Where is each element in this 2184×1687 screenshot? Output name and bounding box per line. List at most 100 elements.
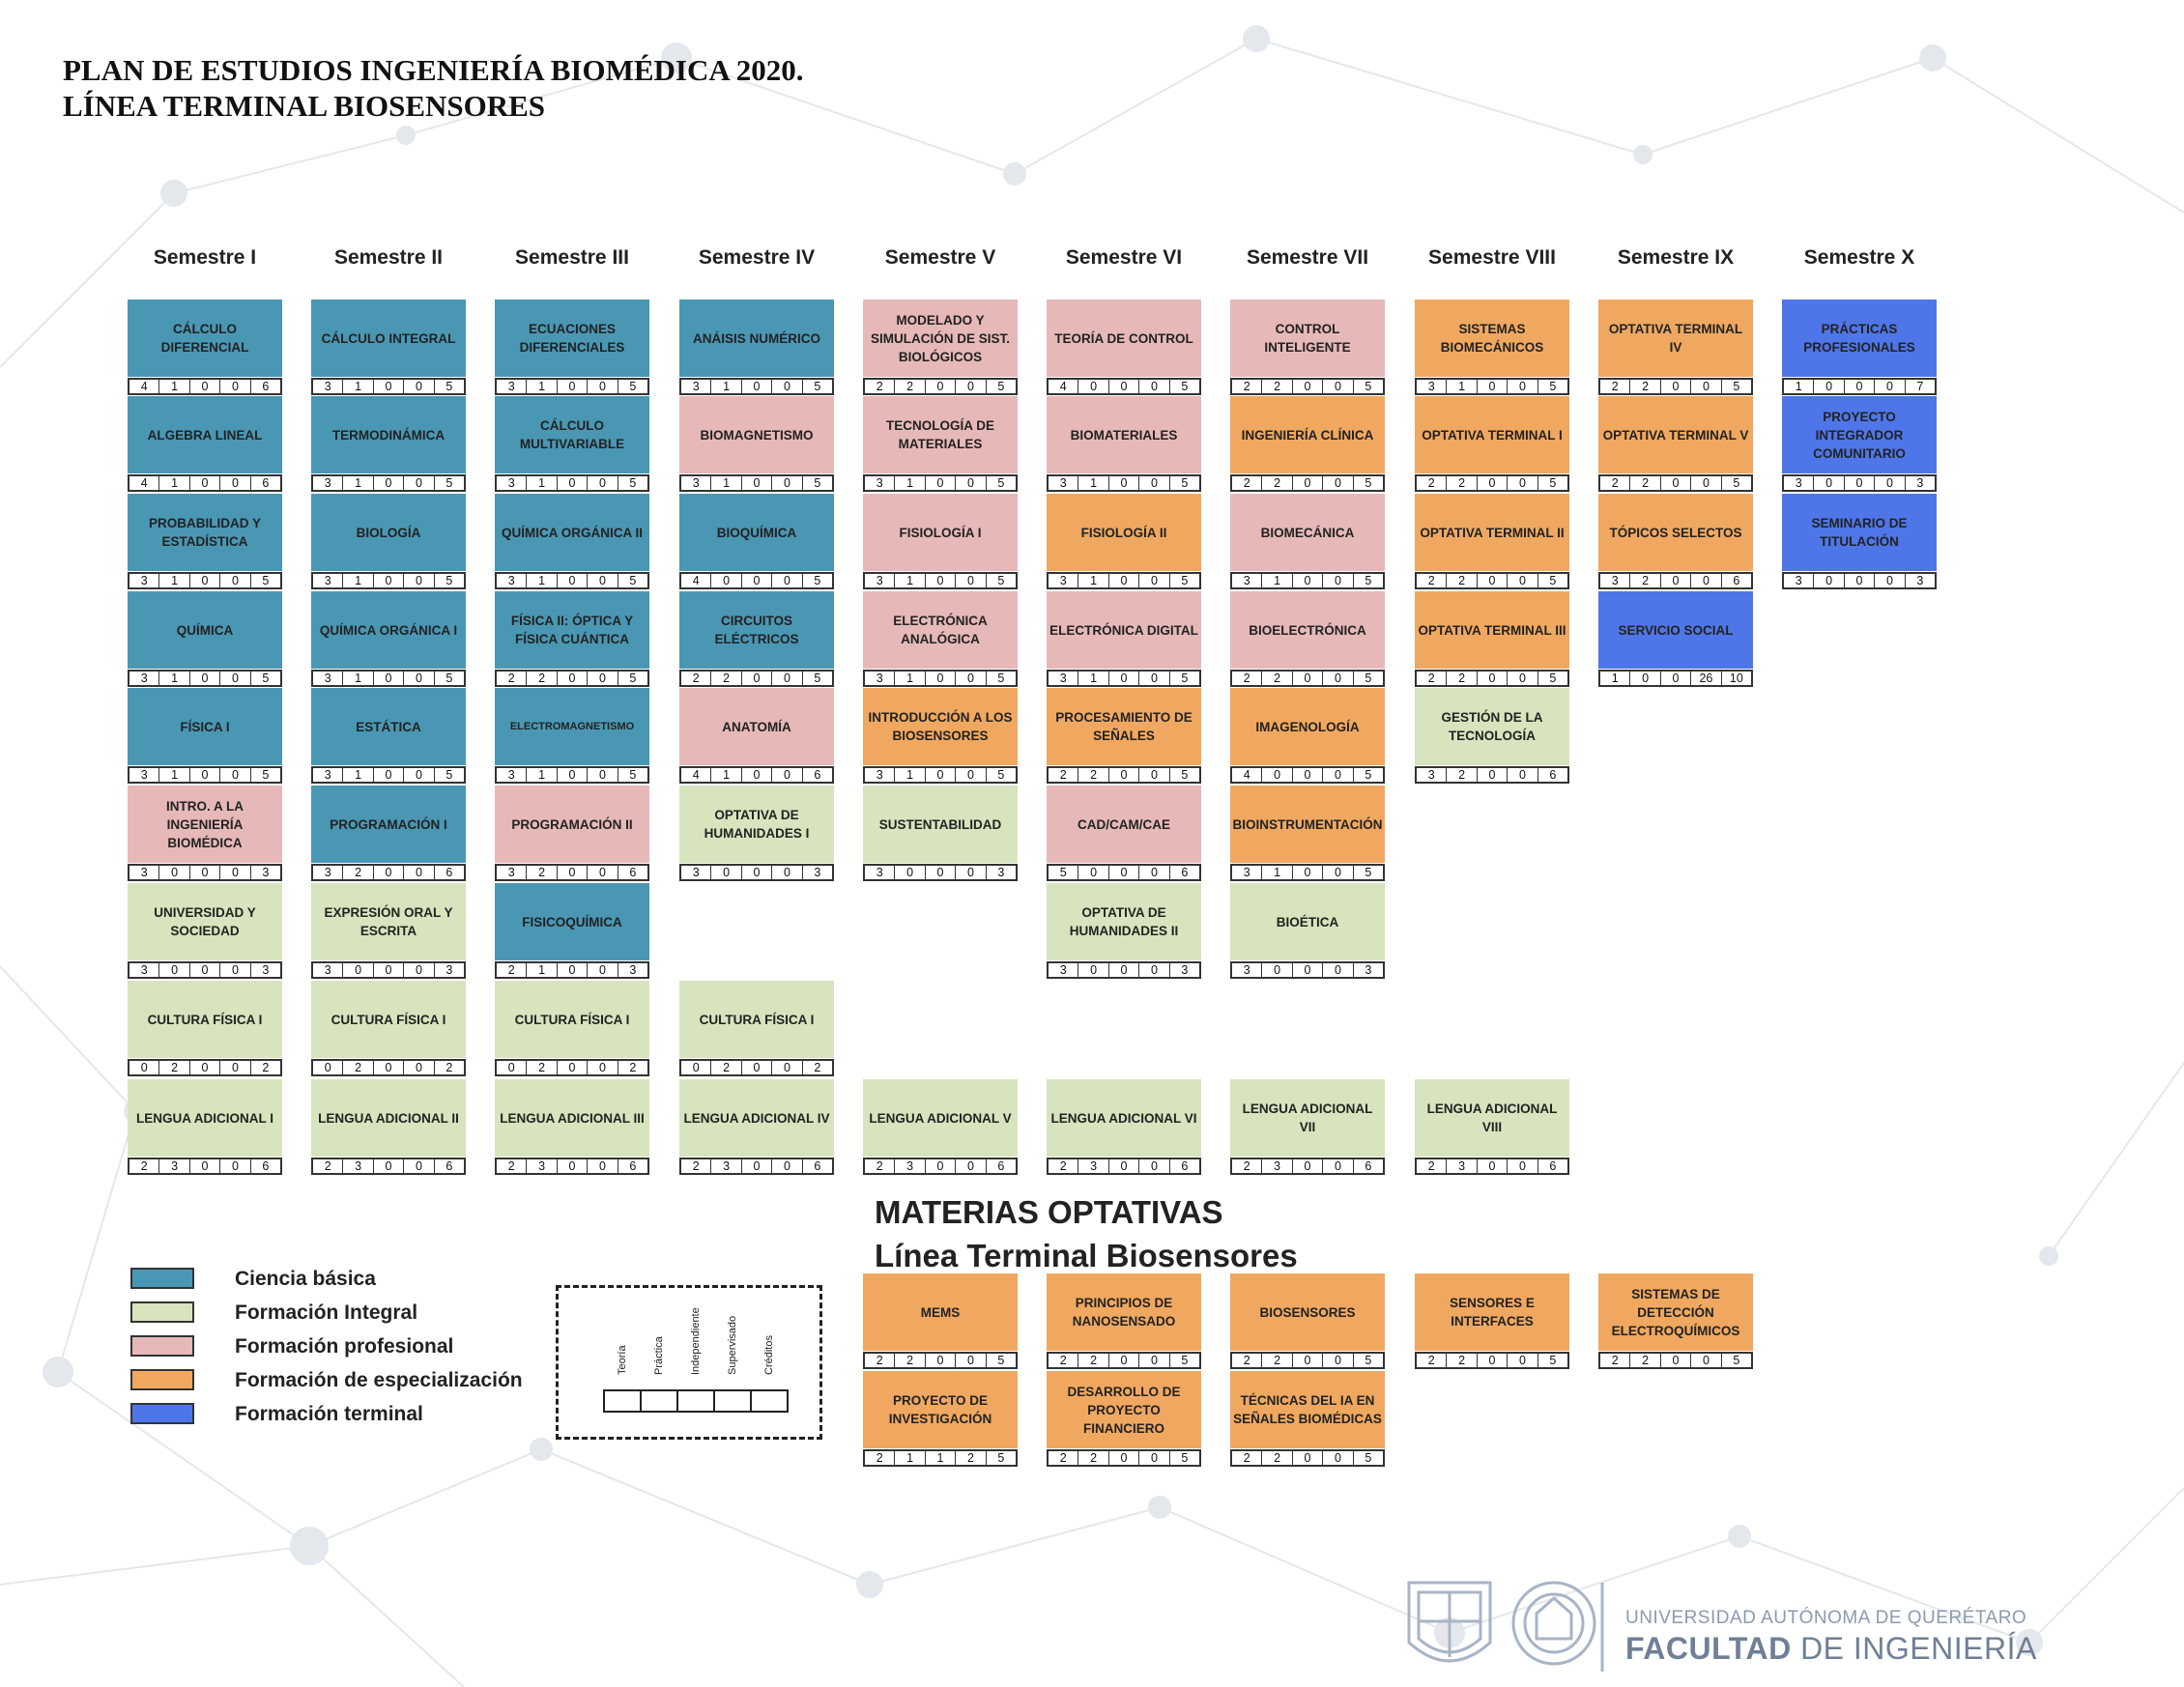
course-name: LENGUA ADICIONAL VI	[1047, 1079, 1201, 1157]
university-name: UNIVERSIDAD AUTÓNOMA DE QUERÉTARO	[1625, 1608, 2027, 1628]
supervised-hours: 0	[772, 1159, 803, 1173]
credits: 5	[1549, 1354, 1557, 1367]
independent-hours: 0	[1293, 963, 1324, 977]
supervised-hours: 0	[1323, 1451, 1354, 1465]
credits: 5	[1549, 476, 1557, 490]
practice-hours: 2	[1262, 380, 1293, 393]
course-name: PRÁCTICAS PROFESIONALES	[1782, 300, 1937, 377]
course-name: MODELADO Y SIMULACIÓN DE SIST. BIOLÓGICO…	[863, 300, 1018, 377]
supervised-hours: 0	[1508, 574, 1538, 587]
theory-hours: 3	[313, 866, 344, 879]
credits: 5	[445, 768, 453, 782]
supervised-hours: 0	[220, 866, 251, 879]
independent-hours: 0	[374, 1061, 405, 1074]
independent-hours: 0	[190, 672, 221, 685]
independent-hours: 0	[742, 1061, 773, 1074]
theory-hours: 2	[865, 1159, 896, 1173]
theory-hours: 2	[1600, 476, 1631, 490]
credits: 6	[1181, 866, 1189, 879]
course-name: SENSORES E INTERFACES	[1415, 1273, 1569, 1351]
legend-item: Formación terminal	[130, 1401, 672, 1430]
key-box	[640, 1389, 678, 1413]
theory-hours: 3	[1049, 476, 1079, 490]
theory-hours: 2	[865, 1354, 896, 1367]
course-name: SISTEMAS BIOMECÁNICOS	[1415, 300, 1569, 377]
course-name: PRINCIPIOS DE NANOSENSADO	[1047, 1273, 1201, 1351]
theory-hours: 2	[497, 672, 528, 685]
practice-hours: 1	[711, 380, 742, 393]
supervised-hours: 0	[1139, 476, 1170, 490]
independent-hours: 0	[190, 380, 221, 393]
practice-hours: 2	[527, 672, 558, 685]
theory-hours: 3	[865, 476, 896, 490]
independent-hours: 0	[190, 1159, 221, 1173]
faculty-name-bold: FACULTAD	[1625, 1631, 1792, 1666]
practice-hours: 2	[711, 1061, 742, 1074]
practice-hours: 1	[1078, 476, 1109, 490]
credits: 5	[1549, 380, 1557, 393]
course-name: BIOINSTRUMENTACIÓN	[1230, 786, 1385, 863]
theory-hours: 5	[1049, 866, 1079, 879]
practice-hours: 3	[159, 1159, 190, 1173]
independent-hours: 0	[1109, 963, 1140, 977]
credits: 6	[629, 1159, 637, 1173]
practice-hours: 3	[895, 1159, 926, 1173]
independent-hours: 0	[1293, 380, 1324, 393]
supervised-hours: 0	[1875, 380, 1906, 393]
supervised-hours: 0	[404, 380, 435, 393]
supervised-hours: 0	[588, 866, 618, 879]
supervised-hours: 0	[772, 574, 803, 587]
course-name: FÍSICA I	[128, 688, 282, 765]
theory-hours: 2	[1417, 672, 1448, 685]
supervised-hours: 0	[1139, 380, 1170, 393]
independent-hours: 0	[190, 963, 221, 977]
supervised-hours: 0	[1691, 380, 1722, 393]
legend-item: Formación de especialización	[130, 1367, 672, 1396]
supervised-hours: 0	[1508, 672, 1538, 685]
credits: 3	[997, 866, 1005, 879]
independent-hours: 0	[1478, 574, 1509, 587]
theory-hours: 3	[497, 768, 528, 782]
key-box	[750, 1389, 789, 1413]
theory-hours: 2	[1049, 1354, 1079, 1367]
practice-hours: 2	[1078, 1451, 1109, 1465]
credits: 6	[1365, 1159, 1372, 1173]
legend-swatch	[130, 1369, 194, 1390]
legend-swatch	[130, 1268, 194, 1289]
credits: 3	[629, 963, 637, 977]
practice-hours: 1	[527, 574, 558, 587]
credits: 3	[262, 866, 270, 879]
independent-hours: 0	[742, 672, 773, 685]
independent-hours: 0	[558, 866, 589, 879]
course-name: EXPRESIÓN ORAL Y ESCRITA	[311, 883, 466, 960]
course-name: QUÍMICA	[128, 591, 282, 669]
course-name: ANATOMÍA	[679, 688, 834, 765]
credits: 2	[814, 1061, 821, 1074]
independent-hours: 0	[1478, 672, 1509, 685]
credits: 5	[1365, 476, 1372, 490]
credits: 6	[1733, 574, 1740, 587]
course-name: BIOELECTRÓNICA	[1230, 591, 1385, 669]
practice-hours: 2	[1262, 1354, 1293, 1367]
practice-hours: 0	[343, 963, 374, 977]
independent-hours: 0	[558, 1061, 589, 1074]
practice-hours: 0	[159, 866, 190, 879]
credits: 6	[1549, 1159, 1557, 1173]
independent-hours: 0	[558, 672, 589, 685]
credits: 5	[629, 672, 637, 685]
credits: 3	[1365, 963, 1372, 977]
practice-hours: 0	[1262, 768, 1293, 782]
